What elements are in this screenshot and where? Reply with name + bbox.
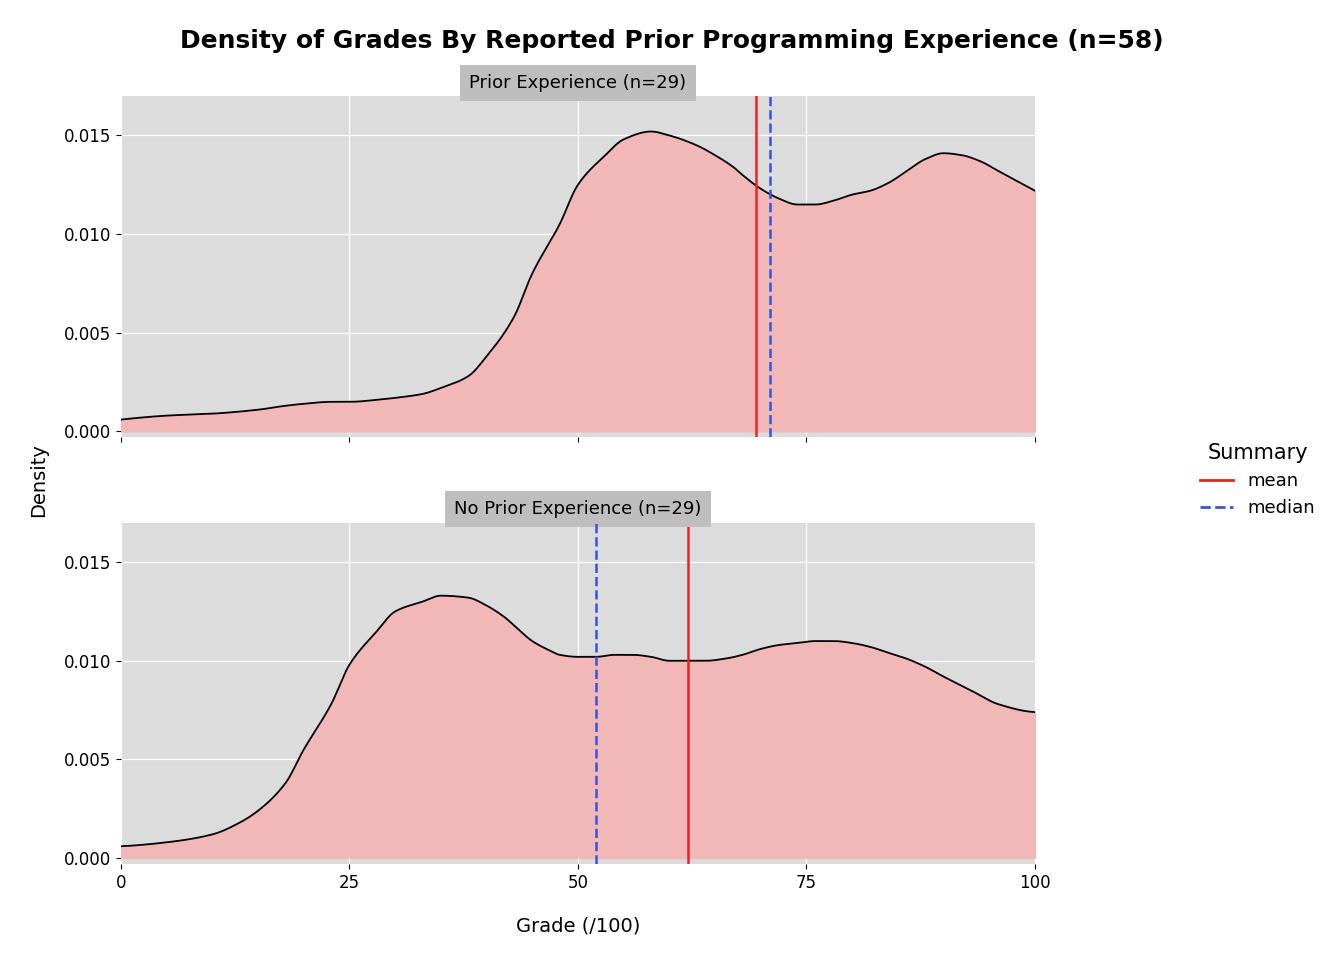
Text: Density: Density	[30, 444, 48, 516]
Text: Density of Grades By Reported Prior Programming Experience (n=58): Density of Grades By Reported Prior Prog…	[180, 29, 1164, 53]
Title: No Prior Experience (n=29): No Prior Experience (n=29)	[454, 500, 702, 518]
Legend: mean, median: mean, median	[1200, 443, 1314, 517]
Text: Grade (/100): Grade (/100)	[516, 916, 640, 935]
Title: Prior Experience (n=29): Prior Experience (n=29)	[469, 74, 687, 91]
